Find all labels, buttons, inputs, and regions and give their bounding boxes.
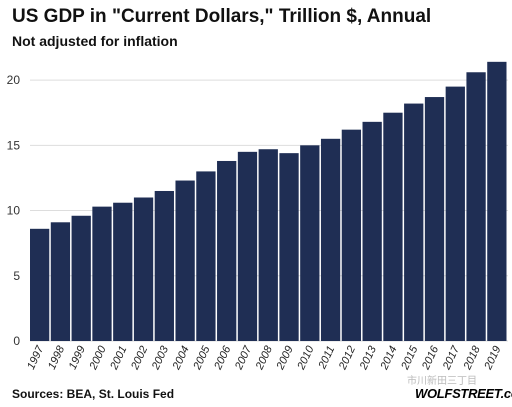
bar-2018 [466, 72, 486, 341]
bar-2017 [445, 86, 465, 341]
bar-1997 [30, 228, 50, 341]
y-tick-label: 15 [7, 138, 21, 152]
bar-2003 [154, 190, 174, 341]
x-tick-label: 1998 [46, 343, 68, 371]
x-tick-label: 2001 [108, 344, 130, 372]
bar-2011 [320, 138, 341, 341]
bar-2002 [133, 197, 154, 341]
bar-1999 [71, 215, 91, 341]
x-tick-label: 2016 [420, 343, 442, 372]
bar-2013 [362, 121, 382, 341]
x-tick-label: 2008 [253, 343, 275, 372]
bar-2012 [341, 129, 362, 341]
x-tick-label: 2009 [274, 344, 296, 372]
bar-2009 [279, 153, 299, 341]
bar-2000 [92, 206, 112, 341]
x-tick-label: 2014 [378, 344, 400, 372]
x-tick-label: 2005 [191, 343, 213, 372]
bar-2016 [424, 97, 445, 341]
y-tick-label: 10 [7, 204, 21, 218]
x-tick-label: 2006 [212, 343, 234, 372]
x-tick-label: 2015 [399, 343, 421, 372]
bar-2001 [113, 202, 133, 341]
bar-2019 [487, 61, 507, 341]
bar-2005 [196, 171, 216, 341]
x-tick-label: 2012 [336, 344, 358, 372]
brand-logo: WOLFSTREET.com [415, 386, 512, 401]
chart-title: US GDP in "Current Dollars," Trillion $,… [12, 6, 432, 27]
x-tick-label: 2017 [440, 343, 462, 372]
sources-note: Sources: BEA, St. Louis Fed [12, 387, 175, 401]
x-tick-label: 2010 [295, 343, 317, 372]
x-tick-label: 2007 [233, 343, 255, 372]
bar-2010 [300, 145, 320, 341]
bars [30, 61, 507, 341]
chart-subtitle: Not adjusted for inflation [12, 33, 178, 49]
y-tick-label: 0 [13, 334, 20, 348]
bar-2008 [258, 149, 278, 341]
x-tick-label: 2003 [149, 343, 171, 372]
x-tick-label: 1999 [67, 344, 88, 371]
bar-2014 [383, 112, 403, 341]
x-tick-label: 2013 [357, 343, 379, 372]
y-tick-label: 5 [13, 269, 20, 283]
x-tick-label: 1997 [25, 343, 47, 371]
x-axis-ticks: 1997 1998 1999 2000 2001 2002 2003 2004 2005 2006… [25, 343, 503, 372]
x-tick-label: 2000 [87, 343, 109, 372]
watermark-text: 市川新田三丁目 [407, 376, 477, 387]
x-tick-label: 2011 [316, 344, 337, 371]
bar-1998 [50, 222, 71, 341]
x-tick-label: 2004 [170, 344, 192, 372]
x-tick-label: 2019 [482, 344, 504, 372]
y-axis-ticks: 0 5 10 15 20 [7, 73, 21, 348]
bar-2006 [217, 160, 237, 341]
bar-2015 [404, 103, 424, 341]
x-tick-label: 2018 [461, 343, 483, 372]
y-tick-label: 20 [7, 73, 21, 87]
bar-2007 [237, 151, 258, 341]
bar-2004 [175, 180, 195, 341]
x-tick-label: 2002 [129, 344, 151, 372]
